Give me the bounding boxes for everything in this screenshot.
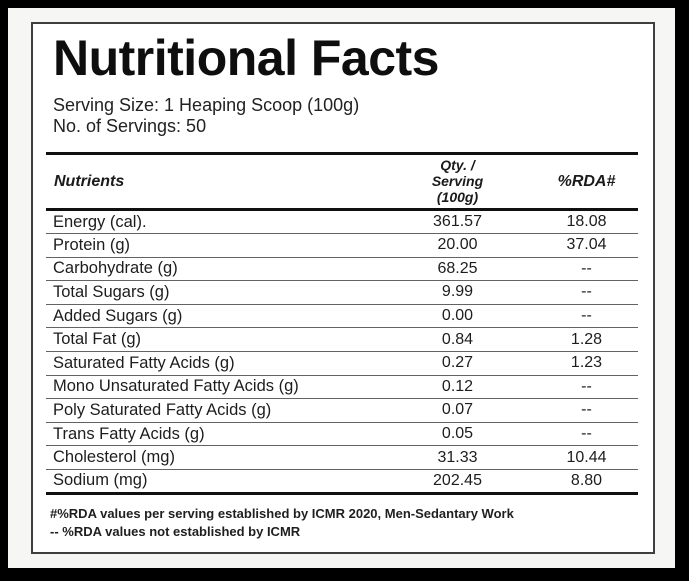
table-row: Total Fat (g) 0.84 1.28 — [46, 328, 638, 352]
header-qty-line1: Qty. / — [440, 157, 475, 174]
nutrient-name: Saturated Fatty Acids (g) — [53, 353, 235, 372]
nutrition-label-card: Nutritional Facts Serving Size: 1 Heapin… — [31, 22, 655, 554]
nutrient-rda: 8.80 — [570, 471, 603, 489]
nutrient-name: Energy (cal). — [53, 212, 147, 231]
nutrient-qty: 202.45 — [433, 471, 482, 489]
table-row: Total Sugars (g) 9.99 -- — [46, 281, 638, 305]
nutrient-qty: 0.27 — [441, 354, 474, 372]
serving-size-text: Serving Size: 1 Heaping Scoop (100g) — [53, 94, 360, 115]
nutrition-table-body: Energy (cal). 361.57 18.08 Protein (g) 20.00… — [46, 210, 638, 494]
table-row: Mono Unsaturated Fatty Acids (g) 0.12 -- — [46, 375, 638, 399]
nutrient-name: Cholesterol (mg) — [53, 448, 175, 467]
nutrient-rda: -- — [581, 401, 592, 419]
nutrient-name: Mono Unsaturated Fatty Acids (g) — [53, 377, 299, 396]
nutrient-rda: 10.44 — [566, 448, 607, 466]
nutrient-qty: 20.00 — [437, 236, 478, 254]
header-rda: %RDA# — [557, 172, 616, 190]
nutrient-name: Trans Fatty Acids (g) — [53, 424, 205, 443]
nutrient-name: Carbohydrate (g) — [53, 259, 178, 278]
table-row: Protein (g) 20.00 37.04 — [46, 234, 638, 258]
nutrient-rda: 18.08 — [566, 213, 607, 231]
nutrient-rda: 1.23 — [570, 354, 603, 372]
table-row: Carbohydrate (g) 68.25 -- — [46, 257, 638, 281]
table-row: Trans Fatty Acids (g) 0.05 -- — [46, 422, 638, 446]
nutrient-name: Total Fat (g) — [53, 330, 142, 349]
nutrient-name: Protein (g) — [53, 235, 131, 254]
nutrient-qty: 68.25 — [437, 259, 478, 277]
header-nutrients: Nutrients — [54, 172, 125, 190]
serving-info: Serving Size: 1 Heaping Scoop (100g) No.… — [46, 95, 636, 139]
nutrient-rda: -- — [581, 283, 592, 301]
nutrient-name: Poly Saturated Fatty Acids (g) — [53, 400, 272, 419]
nutrient-qty: 0.05 — [441, 425, 474, 443]
table-row: Sodium (mg) 202.45 8.80 — [46, 469, 638, 494]
nutrient-rda: -- — [581, 307, 592, 325]
footnote-rda-source: #%RDA values per serving established by … — [50, 505, 514, 521]
footnotes: #%RDA values per serving established by … — [46, 505, 636, 543]
nutrient-name: Total Sugars (g) — [53, 282, 170, 301]
nutrient-qty: 361.57 — [433, 213, 482, 231]
table-row: Energy (cal). 361.57 18.08 — [46, 210, 638, 234]
nutrient-qty: 31.33 — [437, 448, 478, 466]
table-row: Saturated Fatty Acids (g) 0.27 1.23 — [46, 351, 638, 376]
servings-count-text: No. of Servings: 50 — [53, 116, 207, 137]
nutrient-qty: 9.99 — [441, 283, 474, 301]
table-row: Added Sugars (g) 0.00 -- — [46, 304, 638, 328]
footnote-rda-not-established: -- %RDA values not established by ICMR — [50, 524, 301, 540]
nutrient-name: Sodium (mg) — [53, 471, 148, 490]
nutrient-qty: 0.84 — [441, 330, 474, 348]
nutrient-qty: 0.12 — [441, 377, 474, 395]
nutrient-rda: -- — [581, 425, 592, 443]
header-qty-line3: (100g) — [436, 188, 479, 205]
header-qty-line2: Serving — [431, 173, 484, 190]
header-qty-per-serving: Qty. / Serving (100g) — [380, 154, 535, 210]
nutrient-name: Added Sugars (g) — [53, 306, 183, 325]
table-header-row: Nutrients Qty. / Serving (100g) %RDA# — [46, 154, 638, 210]
nutrient-rda: -- — [581, 259, 592, 277]
nutrient-qty: 0.00 — [441, 307, 474, 325]
nutrient-rda: 1.28 — [570, 330, 603, 348]
nutrition-table: Nutrients Qty. / Serving (100g) %RDA# En… — [46, 152, 638, 494]
table-row: Cholesterol (mg) 31.33 10.44 — [46, 446, 638, 470]
label-title: Nutritional Facts — [53, 30, 439, 86]
table-row: Poly Saturated Fatty Acids (g) 0.07 -- — [46, 399, 638, 423]
nutrient-qty: 0.07 — [441, 401, 474, 419]
nutrient-rda: -- — [581, 377, 592, 395]
label-panel: Nutritional Facts Serving Size: 1 Heapin… — [8, 8, 675, 568]
nutrient-rda: 37.04 — [566, 236, 607, 254]
